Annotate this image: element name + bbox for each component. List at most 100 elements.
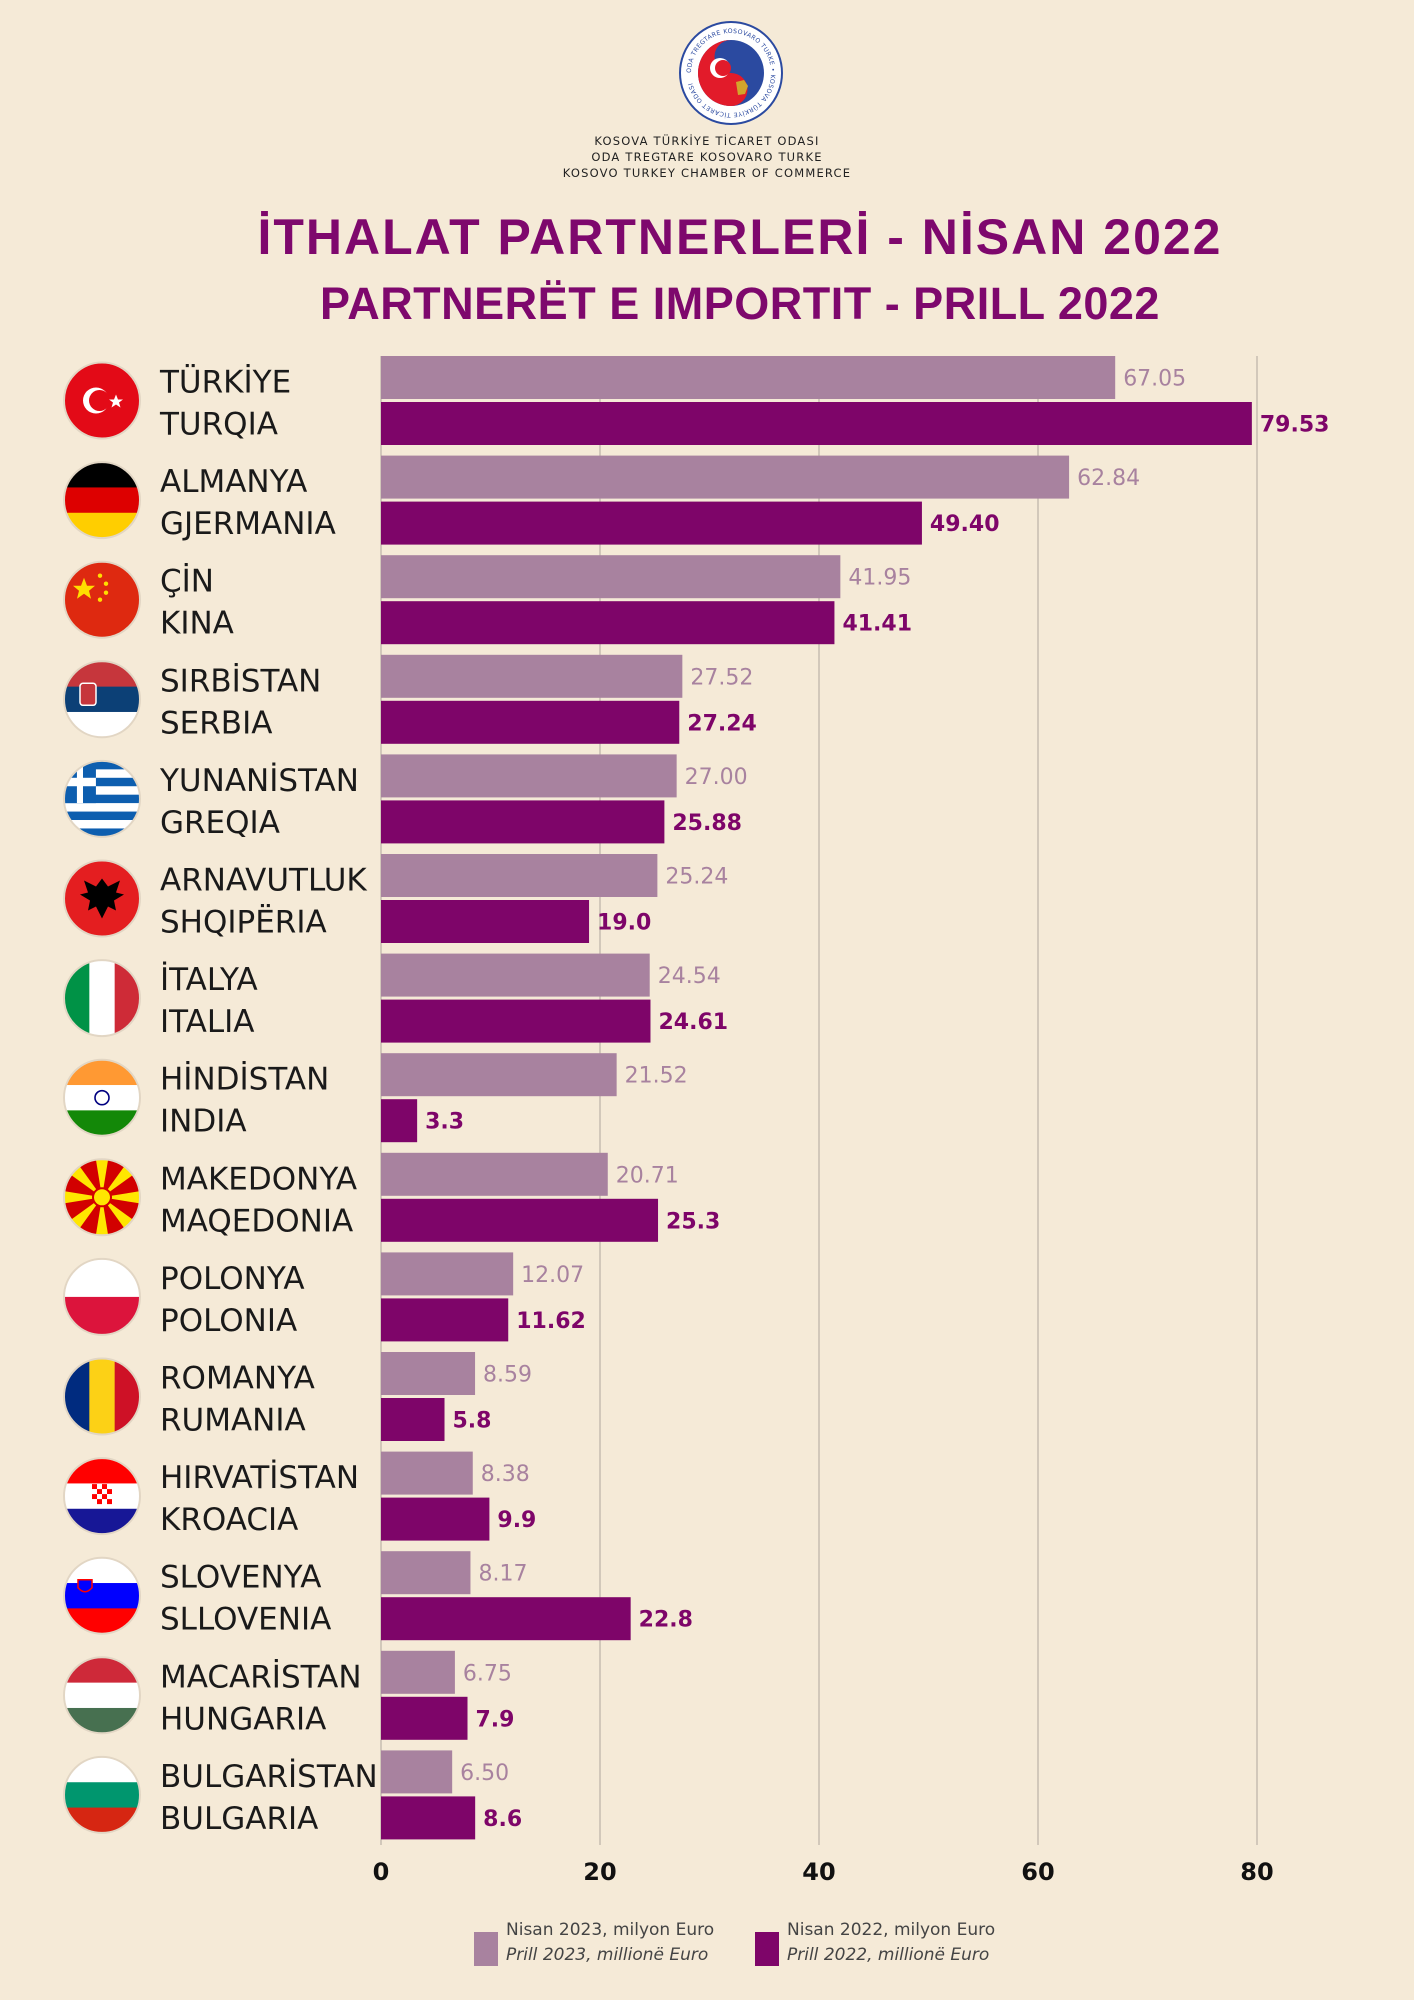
data-label-2023: 8.38 (481, 1462, 530, 1487)
chamber-logo: ODA TREGTARE KOSOVARO TURKE • KOSOVA TÜR… (678, 20, 784, 126)
bar-2022 (381, 1796, 476, 1840)
bar-2022 (381, 700, 680, 744)
legend-label-2023-line2: Prill 2023, millionë Euro (506, 1945, 709, 1965)
country-name-turkish: YUNANİSTAN (159, 763, 359, 799)
country-name-albanian: ITALIA (160, 1004, 255, 1040)
country-name-albanian: POLONIA (160, 1303, 297, 1339)
albania-flag-icon (63, 859, 141, 938)
data-label-2022: 49.40 (930, 512, 1000, 537)
legend-swatch-2023 (474, 1932, 498, 1966)
legend-item-2022: Nisan 2022, milyon Euro Prill 2022, mill… (755, 1918, 995, 1968)
data-label-2023: 6.50 (460, 1761, 509, 1786)
country-name-albanian: INDIA (160, 1104, 247, 1140)
bar-2023 (381, 854, 658, 897)
legend-label-2022-line2: Prill 2022, millionë Euro (787, 1945, 990, 1965)
data-label-2022: 79.53 (1260, 413, 1330, 438)
bar-2022 (381, 1099, 418, 1143)
country-name-albanian: KINA (160, 606, 234, 642)
bar-2023 (381, 953, 650, 997)
country-name-albanian: SLLOVENIA (160, 1602, 331, 1638)
data-label-2022: 27.24 (687, 711, 757, 736)
data-label-2022: 7.9 (476, 1707, 515, 1732)
data-label-2022: 19.0 (597, 911, 651, 936)
legend-label-2023-line1: Nisan 2023, milyon Euro (506, 1920, 715, 1940)
bar-2023 (381, 455, 1070, 499)
bar-2022 (381, 999, 651, 1043)
country-name-turkish: SIRBİSTAN (160, 663, 321, 699)
bar-2023 (381, 1352, 476, 1395)
data-label-2023: 27.52 (690, 665, 753, 690)
turkey-flag-icon (63, 361, 141, 440)
bar-2023 (381, 654, 683, 698)
india-flag-icon (63, 1058, 141, 1137)
data-label-2022: 24.61 (658, 1010, 728, 1035)
bar-2022 (381, 900, 590, 943)
greece-flag-icon (63, 759, 141, 838)
country-name-turkish: ARNAVUTLUK (160, 863, 367, 899)
x-tick-label: 20 (583, 1858, 616, 1886)
bar-2023 (381, 1252, 514, 1296)
country-name-turkish: ÇİN (160, 564, 214, 600)
bar-2023 (381, 555, 841, 599)
croatia-flag-icon (63, 1457, 141, 1536)
data-label-2023: 6.75 (463, 1661, 512, 1686)
country-name-albanian: HUNGARIA (160, 1701, 326, 1737)
bar-2023 (381, 1152, 608, 1196)
china-flag-icon (63, 560, 141, 639)
data-label-2023: 21.52 (625, 1064, 688, 1089)
country-name-turkish: MAKEDONYA (160, 1161, 357, 1197)
bar-2022 (381, 601, 835, 645)
country-name-turkish: POLONYA (160, 1261, 305, 1297)
country-name-albanian: BULGARIA (160, 1801, 318, 1837)
organization-name: KOSOVA TÜRKİYE TİCARET ODASI ODA TREGTAR… (0, 133, 1414, 181)
data-label-2023: 27.00 (685, 765, 748, 790)
data-label-2023: 24.54 (658, 964, 721, 989)
bar-2023 (381, 1451, 473, 1495)
macedonia-flag-icon (63, 1158, 141, 1237)
data-label-2022: 22.8 (639, 1608, 693, 1633)
bar-2022 (381, 1696, 468, 1740)
country-name-albanian: RUMANIA (160, 1403, 306, 1439)
country-name-albanian: GJERMANIA (160, 506, 336, 542)
country-name-albanian: GREQIA (160, 805, 280, 841)
data-label-2023: 8.59 (483, 1363, 532, 1388)
x-tick-label: 40 (802, 1858, 835, 1886)
country-name-turkish: İTALYA (160, 962, 258, 998)
data-label-2023: 25.24 (665, 865, 728, 890)
data-label-2023: 20.71 (616, 1163, 679, 1188)
bar-2023 (381, 1053, 617, 1097)
germany-flag-icon (63, 461, 141, 540)
country-name-turkish: MACARİSTAN (160, 1659, 362, 1695)
country-name-turkish: SLOVENYA (160, 1560, 321, 1596)
country-name-turkish: HİNDİSTAN (160, 1062, 329, 1098)
chart-title: İTHALAT PARTNERLERİ - NİSAN 2022 (257, 209, 1223, 265)
org-line-albanian: ODA TREGTARE KOSOVARO TURKE (591, 150, 823, 164)
hungary-flag-icon (63, 1656, 141, 1735)
data-label-2023: 67.05 (1123, 367, 1186, 392)
country-name-turkish: TÜRKİYE (159, 364, 291, 401)
bar-2022 (381, 1597, 631, 1641)
country-name-albanian: MAQEDONIA (160, 1203, 353, 1239)
romania-flag-icon (63, 1357, 141, 1436)
legend-label-2022-line1: Nisan 2022, milyon Euro (787, 1920, 996, 1940)
bar-2022 (381, 1298, 509, 1342)
italy-flag-icon (63, 959, 141, 1038)
data-label-2022: 3.3 (425, 1110, 464, 1135)
bulgaria-flag-icon (63, 1755, 141, 1834)
data-label-2023: 62.84 (1077, 466, 1140, 491)
chart-subtitle: PARTNERËT E IMPORTIT - PRILL 2022 (320, 278, 1160, 329)
bar-2023 (381, 754, 677, 798)
bar-2022 (381, 1398, 445, 1441)
bar-2022 (381, 1497, 490, 1541)
bar-2023 (381, 1750, 453, 1794)
country-name-turkish: BULGARİSTAN (160, 1759, 378, 1795)
org-line-english: KOSOVO TURKEY CHAMBER OF COMMERCE (562, 166, 852, 180)
data-label-2023: 8.17 (478, 1562, 527, 1587)
country-name-albanian: KROACIA (160, 1502, 298, 1538)
data-label-2022: 41.41 (842, 612, 912, 637)
country-name-albanian: SHQIPËRIA (160, 905, 327, 941)
serbia-flag-icon (63, 660, 141, 739)
bar-2023 (381, 356, 1116, 399)
bar-2022 (381, 501, 922, 545)
